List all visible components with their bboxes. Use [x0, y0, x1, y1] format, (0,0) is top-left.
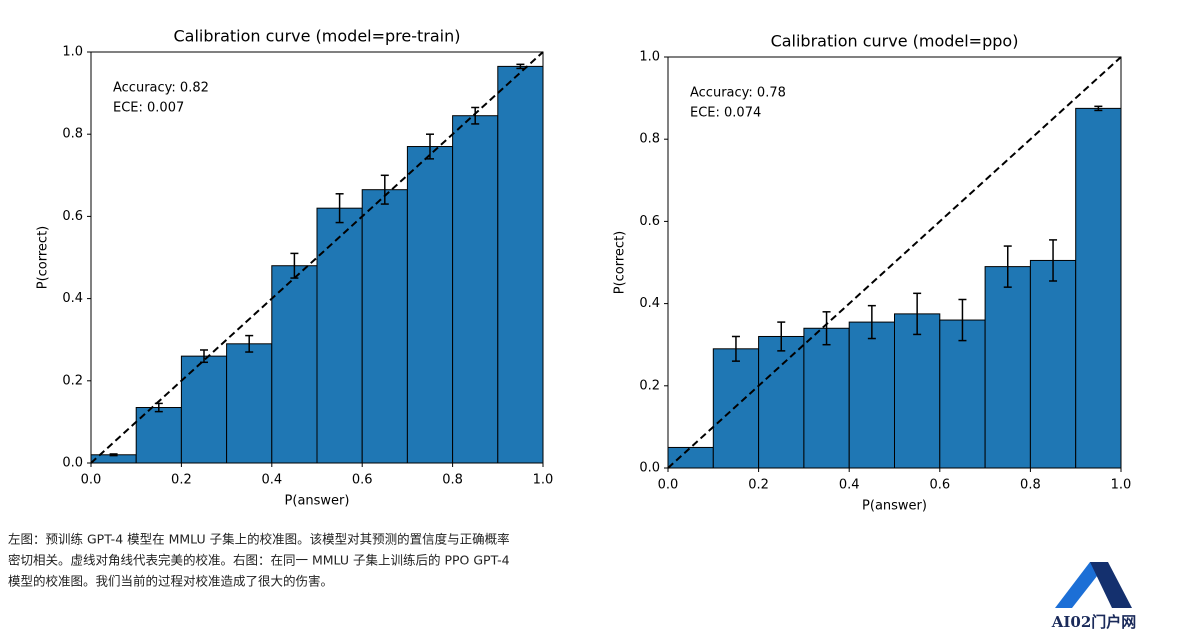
error-bar	[731, 335, 740, 362]
bar	[135, 407, 182, 464]
y-tick-label: 0.8	[639, 132, 660, 147]
chart-title: Calibration curve (model=ppo)	[771, 32, 1019, 51]
error-bar	[335, 193, 344, 224]
y-tick-label: 0.6	[62, 209, 83, 224]
x-axis-label: P(answer)	[862, 499, 927, 514]
bar	[1075, 107, 1122, 469]
chart: Calibration curve (model=ppo) 0.0 0.2 0.4 0.…	[613, 32, 1132, 514]
x-tick-label: 0.6	[352, 473, 373, 488]
error-bar	[867, 304, 876, 340]
error-bar	[1049, 239, 1058, 282]
x-tick-label: 0.8	[442, 473, 463, 488]
x-tick-label: 0.4	[261, 473, 282, 488]
y-tick-label: 0.2	[62, 373, 83, 388]
chart-title: Calibration curve (model=pre-train)	[173, 27, 460, 46]
bar	[712, 348, 760, 469]
x-tick-label: 0.6	[929, 478, 950, 493]
annotation: Accuracy: 0.82	[113, 81, 209, 96]
bar	[226, 343, 273, 464]
x-tick-label: 0.0	[81, 473, 102, 488]
bar	[452, 115, 499, 464]
bar	[758, 335, 805, 469]
x-axis-label: P(answer)	[285, 494, 350, 509]
y-tick-label: 0.2	[639, 378, 660, 393]
error-bar	[516, 63, 525, 70]
bar	[667, 446, 714, 469]
error-bar	[1094, 105, 1103, 112]
x-tick-label: 1.0	[1111, 478, 1132, 493]
x-tick-label: 0.8	[1020, 478, 1041, 493]
plot-frame	[667, 56, 1122, 469]
y-tick-label: 1.0	[639, 50, 660, 65]
y-tick-label: 0.6	[639, 214, 660, 229]
y-tick-label: 0.0	[62, 456, 83, 471]
error-bar	[426, 133, 434, 160]
error-bar	[290, 252, 299, 279]
annotation: Accuracy: 0.78	[690, 86, 786, 101]
caption-line: 模型的校准图。我们当前的过程对校准造成了很大的伤害。	[8, 574, 333, 589]
annotation: ECE: 0.074	[690, 106, 761, 121]
y-tick-label: 0.0	[639, 461, 660, 476]
y-axis-label: P(correct)	[36, 226, 51, 290]
bar	[180, 355, 228, 464]
bar	[894, 313, 941, 469]
bar	[361, 189, 408, 464]
bar	[848, 321, 896, 469]
caption-line: 左图：预训练 GPT-4 模型在 MMLU 子集上的校准图。该模型对其预测的置信…	[8, 532, 510, 547]
logo-text: AI02门户网	[1051, 613, 1137, 631]
chart: Calibration curve (model=pre-train) 0.0 0.…	[36, 27, 554, 509]
bar	[803, 327, 850, 469]
error-bar	[380, 174, 389, 205]
error-bar	[1003, 245, 1012, 288]
annotation: ECE: 0.007	[113, 101, 184, 116]
y-tick-label: 0.4	[639, 296, 660, 311]
caption-line: 密切相关。虚线对角线代表完美的校准。右图：在同一 MMLU 子集上训练后的 PP…	[8, 553, 510, 568]
perfect-calibration-line	[90, 51, 544, 464]
error-bar	[245, 334, 254, 353]
bar	[316, 207, 363, 464]
x-tick-label: 0.4	[839, 478, 860, 493]
y-tick-label: 1.0	[62, 45, 83, 60]
bar	[406, 146, 454, 464]
bar	[497, 65, 544, 464]
x-tick-label: 0.2	[748, 478, 769, 493]
bar	[984, 266, 1031, 469]
x-tick-label: 0.0	[658, 478, 679, 493]
y-tick-label: 0.4	[62, 291, 83, 306]
y-axis-label: P(correct)	[613, 231, 628, 295]
logo: AI02门户网	[1051, 562, 1137, 631]
x-tick-label: 1.0	[533, 473, 554, 488]
error-bar	[777, 321, 786, 352]
bar	[1029, 259, 1077, 469]
error-bar	[471, 106, 480, 125]
perfect-calibration-line	[667, 56, 1122, 469]
y-tick-label: 0.8	[62, 127, 83, 142]
error-bar	[913, 292, 922, 336]
bar	[939, 319, 986, 469]
plot-frame	[90, 51, 544, 464]
bar	[271, 265, 318, 464]
error-bar	[958, 298, 967, 342]
x-tick-label: 0.2	[171, 473, 192, 488]
error-bar	[109, 453, 118, 457]
error-bar	[822, 311, 831, 346]
